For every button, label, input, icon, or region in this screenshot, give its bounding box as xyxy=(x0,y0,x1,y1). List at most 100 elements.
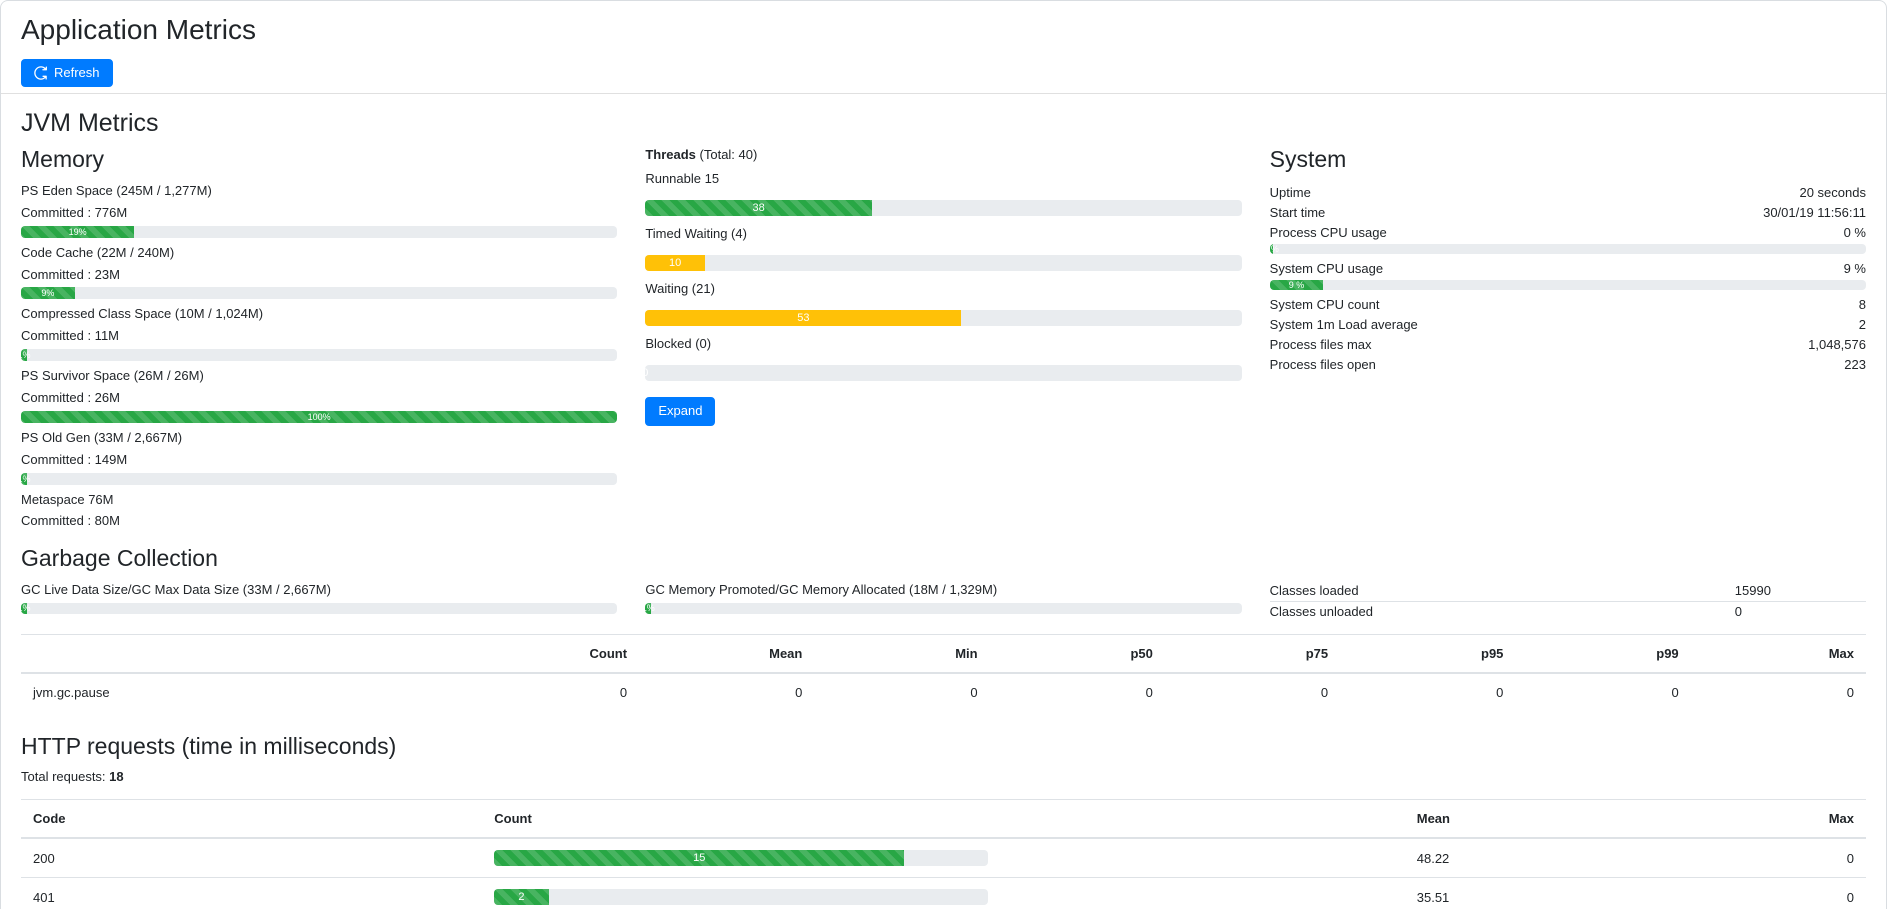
system-cpu-progress-label: 9 % xyxy=(1288,280,1305,291)
gc-pause-mean: 0 xyxy=(639,672,815,711)
http-count-progress: 2 xyxy=(494,889,989,906)
thread-item-label: Runnable 15 xyxy=(645,171,720,187)
gc-meter-progress-fill: 1% xyxy=(21,602,30,614)
thread-progress: 10 xyxy=(645,255,1242,272)
memory-item-committed: Committed : 776M xyxy=(21,204,128,220)
total-requests: Total requests: 18 xyxy=(21,768,1866,787)
http-row-200: 200 15 48.22 0 xyxy=(21,837,1866,878)
classes-column: Classes loaded 15990 Classes unloaded 0 xyxy=(1269,581,1866,622)
http-count-progress: 15 xyxy=(494,850,989,867)
http-code: 200 xyxy=(21,837,483,878)
thread-item-blocked: Blocked (0) 0 xyxy=(645,335,1242,381)
refresh-button[interactable]: Refresh xyxy=(21,58,113,88)
memory-item-label: PS Old Gen (33M / 2,667M) xyxy=(21,429,183,445)
system-row-start-time: Start time 30/01/19 11:56:11 xyxy=(1270,202,1866,222)
http-count-progress-fill: 2 xyxy=(494,889,549,906)
memory-item-label: PS Eden Space (245M / 1,277M) xyxy=(21,183,212,199)
http-code: 401 xyxy=(21,877,483,909)
classes-loaded-row: Classes loaded 15990 xyxy=(1269,581,1866,602)
gc-pause-row: jvm.gc.pause 0 0 0 0 0 0 0 0 xyxy=(21,672,1866,711)
thread-item-runnable: Runnable 15 38 xyxy=(645,170,1242,217)
gc-pause-corner-header xyxy=(21,633,464,674)
thread-progress-fill: 10 xyxy=(645,255,705,272)
memory-progress-fill: 1% xyxy=(21,472,30,485)
memory-progress: 100% xyxy=(21,410,618,423)
memory-item-committed: Committed : 26M xyxy=(21,389,120,405)
system-row-value: 0 % xyxy=(1843,224,1866,240)
system-cpu-progress: 9 % xyxy=(1269,280,1866,291)
thread-progress-label: 10 xyxy=(669,257,682,270)
memory-progress: 1% xyxy=(21,472,618,485)
memory-progress-label: 100% xyxy=(307,411,331,422)
classes-row-label: Classes unloaded xyxy=(1269,604,1374,620)
gc-pause-name: jvm.gc.pause xyxy=(21,672,464,711)
memory-item-survivor: PS Survivor Space (26M / 26M) Committed … xyxy=(21,367,618,423)
memory-item-label: PS Survivor Space (26M / 26M) xyxy=(21,368,204,384)
system-row-process-cpu: Process CPU usage 0 % xyxy=(1270,222,1866,242)
memory-item-label: Code Cache (22M / 240M) xyxy=(21,244,175,260)
memory-item-code-cache: Code Cache (22M / 240M) Committed : 23M … xyxy=(21,244,618,300)
thread-item-waiting: Waiting (21) 53 xyxy=(645,280,1242,326)
memory-progress: 19% xyxy=(21,225,618,238)
system-row-label: System 1m Load average xyxy=(1269,316,1418,332)
gc-meter-label: GC Live Data Size/GC Max Data Size (33M … xyxy=(21,581,331,597)
col-header-min: Min xyxy=(814,633,990,674)
gc-pause-p50: 0 xyxy=(989,672,1165,711)
gc-pause-p99: 0 xyxy=(1515,672,1691,711)
jvm-metrics-heading: JVM Metrics xyxy=(21,109,159,138)
col-header-code: Code xyxy=(21,799,483,840)
http-max: 0 xyxy=(1681,877,1866,909)
thread-progress: 0 xyxy=(645,364,1242,381)
memory-item-compressed-class: Compressed Class Space (10M / 1,024M) Co… xyxy=(21,305,618,362)
http-requests-table: Code Count Mean Max 200 15 48.22 0 401 xyxy=(21,799,1866,909)
jvm-row: Memory PS Eden Space (245M / 1,277M) Com… xyxy=(21,146,1866,535)
memory-progress: 9% xyxy=(21,287,618,300)
thread-item-label: Blocked (0) xyxy=(645,335,712,351)
memory-progress-fill: 19% xyxy=(21,225,135,238)
http-count-cell: 15 xyxy=(482,837,1405,878)
threads-column: Threads (Total: 40) Runnable 15 38 Timed… xyxy=(645,146,1242,535)
system-row-cpu-count: System CPU count 8 xyxy=(1270,294,1866,314)
memory-progress-label: 1% xyxy=(21,350,31,361)
memory-progress-fill: 1% xyxy=(21,349,31,362)
classes-row-value: 0 xyxy=(1734,604,1743,620)
http-requests-heading: HTTP requests (time in milliseconds) xyxy=(21,732,397,759)
system-row-label: Start time xyxy=(1269,204,1326,220)
classes-row-label: Classes loaded xyxy=(1269,583,1359,599)
system-row-value: 9 % xyxy=(1843,260,1866,276)
system-row-label: System CPU usage xyxy=(1269,260,1384,276)
header-divider xyxy=(1,93,1886,95)
expand-button[interactable]: Expand xyxy=(645,396,716,426)
http-header-row: Code Count Mean Max xyxy=(21,799,1866,840)
http-count-cell: 2 xyxy=(482,877,1405,909)
classes-row-value: 15990 xyxy=(1734,583,1771,599)
gc-pause-p95: 0 xyxy=(1340,672,1516,711)
system-row-label: Uptime xyxy=(1269,184,1311,200)
col-header-p95: p95 xyxy=(1340,633,1516,674)
threads-title-rest: (Total: 40) xyxy=(695,147,758,163)
system-row-value: 2 xyxy=(1858,316,1866,332)
system-row-files-max: Process files max 1,048,576 xyxy=(1270,334,1866,354)
system-column: System Uptime 20 seconds Start time 30/0… xyxy=(1269,146,1866,535)
memory-item-label: Metaspace 76M xyxy=(21,491,114,507)
memory-item-eden: PS Eden Space (245M / 1,277M) Committed … xyxy=(21,182,618,238)
gc-meter-label: GC Memory Promoted/GC Memory Allocated (… xyxy=(645,581,998,597)
system-row-label: System CPU count xyxy=(1269,296,1380,312)
thread-item-timed-waiting: Timed Waiting (4) 10 xyxy=(645,225,1242,272)
col-header-count: Count xyxy=(482,799,1405,840)
process-cpu-progress-fill: 0 % xyxy=(1269,244,1279,255)
system-row-value: 1,048,576 xyxy=(1808,336,1866,352)
memory-progress: 1% xyxy=(21,349,618,362)
thread-progress: 38 xyxy=(645,200,1242,217)
page-title: Application Metrics xyxy=(21,14,256,45)
thread-progress: 53 xyxy=(645,309,1242,326)
system-row-label: Process files max xyxy=(1269,336,1372,352)
memory-item-old-gen: PS Old Gen (33M / 2,667M) Committed : 14… xyxy=(21,429,618,485)
thread-progress-label: 53 xyxy=(797,311,810,324)
gc-meter-progress-fill: 1% xyxy=(645,602,655,614)
http-count-progress-label: 15 xyxy=(693,852,706,865)
http-row-401: 401 2 35.51 0 xyxy=(21,877,1866,909)
process-cpu-progress-label: 0 % xyxy=(1270,244,1279,255)
thread-item-label: Timed Waiting (4) xyxy=(645,226,747,242)
